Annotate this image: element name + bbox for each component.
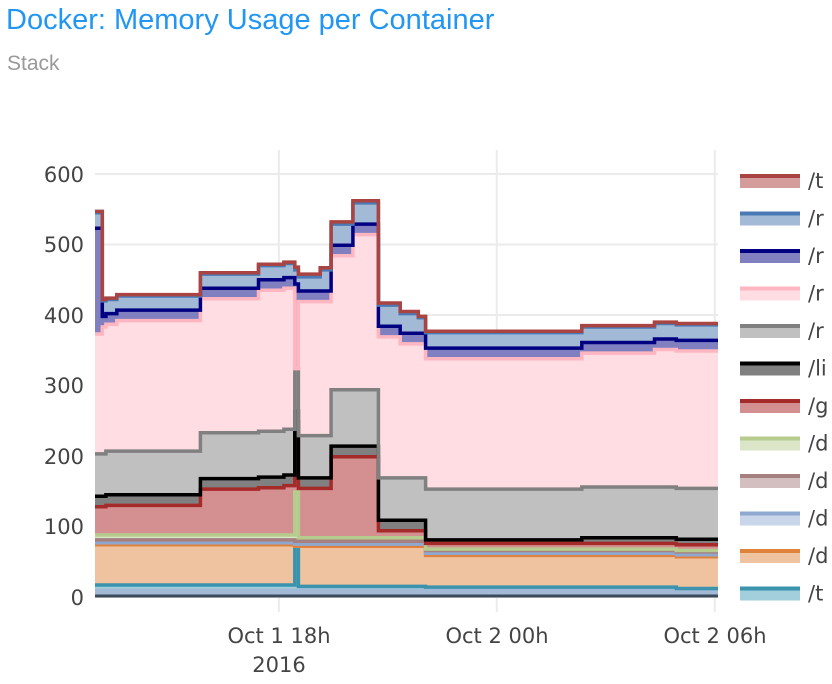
series-line[interactable] (95, 222, 718, 350)
legend-swatch-fill (740, 401, 800, 413)
legend-item[interactable]: /r (740, 282, 824, 306)
plot-area[interactable] (95, 199, 718, 598)
legend-label: /r (808, 244, 824, 268)
x-tick-oct2-06h: Oct 2 06h (663, 624, 766, 648)
legend-swatch-line (740, 324, 800, 328)
legend-item[interactable]: /li (740, 357, 827, 381)
legend-label: /t (808, 169, 823, 193)
legend-item[interactable]: /t (740, 582, 823, 606)
legend-item[interactable]: /g (740, 394, 828, 418)
chart-subtitle: Stack (7, 52, 60, 75)
legend-label: /d (808, 544, 828, 568)
series-line[interactable] (95, 409, 718, 542)
legend-swatch-fill (740, 513, 800, 526)
legend-swatch-fill (740, 363, 800, 376)
legend-swatch-fill (740, 551, 800, 563)
legend-item[interactable]: /d (740, 432, 828, 456)
legend-swatch-line (740, 399, 800, 403)
legend-label: /d (808, 432, 828, 456)
series-line[interactable] (95, 490, 718, 553)
legend-item[interactable]: /r (740, 207, 824, 231)
legend-swatch-fill (740, 588, 800, 601)
legend-label: /r (808, 207, 824, 231)
y-axis: 600 500 400 300 200 100 0 (44, 163, 84, 610)
legend-item[interactable]: /d (740, 469, 828, 493)
legend-swatch-line (740, 286, 800, 291)
y-tick: 600 (44, 163, 84, 187)
legend-swatch-line (740, 211, 800, 216)
series-area[interactable] (95, 421, 718, 551)
y-tick: 0 (71, 586, 84, 610)
series-area[interactable] (95, 368, 718, 540)
x-tick-year: 2016 (252, 653, 305, 677)
legend-item[interactable]: /d (740, 544, 828, 568)
legend-swatch-fill (740, 176, 800, 188)
legend-swatch-fill (740, 326, 800, 338)
legend-swatch-line (740, 474, 800, 478)
legend-swatch-line (740, 436, 800, 441)
y-tick: 400 (44, 304, 84, 328)
base-area (95, 588, 718, 597)
series-line[interactable] (95, 419, 718, 547)
legend-swatch-fill (740, 213, 800, 226)
series-line[interactable] (95, 543, 718, 559)
series-area[interactable] (95, 224, 718, 369)
legend-swatch-fill (740, 438, 800, 451)
legend-label: /g (808, 394, 828, 418)
legend-swatch-line (740, 549, 800, 553)
legend-swatch-line (740, 361, 800, 366)
legend-label: /d (808, 507, 828, 531)
legend-label: /r (808, 319, 824, 343)
legend-swatch-line (740, 249, 800, 253)
legend[interactable]: /t/r/r/r/r/li/g/d/d/d/d/t (740, 169, 828, 606)
legend-item[interactable]: /r (740, 244, 824, 268)
legend-label: /li (808, 357, 827, 381)
y-tick: 200 (44, 445, 84, 469)
legend-swatch-line (740, 586, 800, 591)
legend-swatch-fill (740, 251, 800, 263)
legend-swatch-fill (740, 288, 800, 301)
legend-swatch-line (740, 174, 800, 178)
legend-item[interactable]: /t (740, 169, 823, 193)
legend-item[interactable]: /r (740, 319, 824, 343)
y-tick: 500 (44, 233, 84, 257)
series-line[interactable] (95, 540, 718, 557)
series-area[interactable] (95, 234, 718, 490)
legend-item[interactable]: /d (740, 507, 828, 531)
legend-swatch-fill (740, 476, 800, 488)
y-tick: 300 (44, 374, 84, 398)
y-tick: 100 (44, 515, 84, 539)
x-tick-oct2-00h: Oct 2 00h (445, 624, 548, 648)
series-line[interactable] (95, 544, 718, 591)
series-line[interactable] (95, 232, 718, 371)
legend-label: /t (808, 582, 823, 606)
x-axis: Oct 1 18h 2016 Oct 2 00h Oct 2 06h (227, 624, 766, 677)
series-line[interactable] (95, 199, 718, 333)
legend-label: /r (808, 282, 824, 306)
series-line[interactable] (95, 366, 718, 491)
legend-label: /d (808, 469, 828, 493)
chart-title: Docker: Memory Usage per Container (6, 4, 495, 36)
legend-swatch-line (740, 511, 800, 516)
x-tick-oct1-18h: Oct 1 18h (227, 624, 330, 648)
series-area[interactable] (95, 492, 718, 552)
